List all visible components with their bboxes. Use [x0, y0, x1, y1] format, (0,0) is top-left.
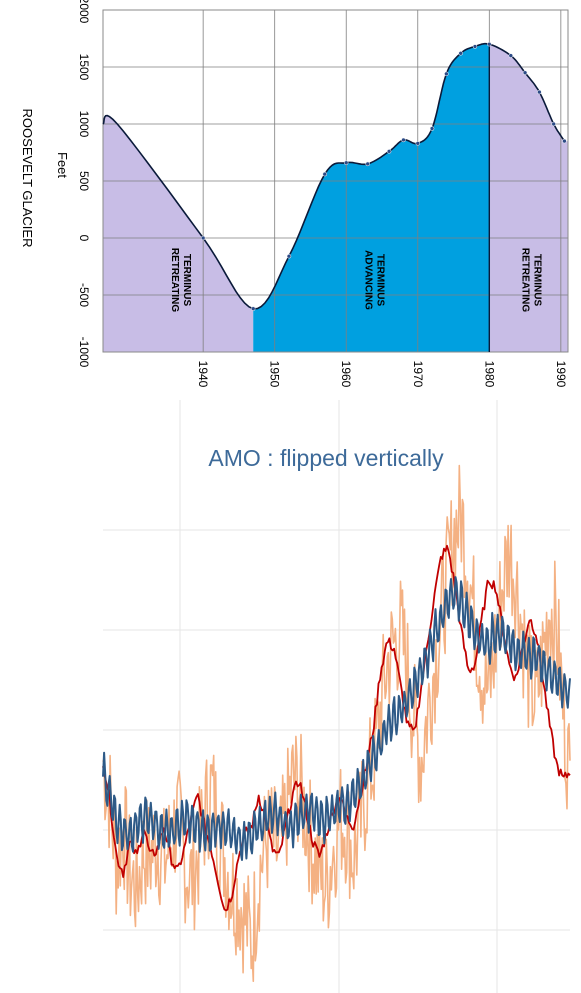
glacier-point: [522, 70, 528, 75]
glacier-region-fill-2: [489, 44, 568, 352]
glacier-point: [472, 44, 478, 49]
glacier-point: [508, 53, 514, 58]
glacier-point: [365, 161, 370, 167]
glacier-x-tick-label: 1970: [411, 361, 425, 388]
amo-chart-title: AMO : flipped vertically: [208, 445, 444, 471]
glacier-point: [429, 126, 435, 131]
glacier-x-tick-labels: 1940 1950 1960 1970 1980 1990: [196, 361, 568, 388]
glacier-point: [322, 171, 328, 177]
glacier-plot-frame: [102, 9, 569, 353]
glacier-region-label-line1: TERMINUS: [374, 254, 385, 307]
glacier-point: [386, 149, 392, 154]
glacier-point: [551, 121, 556, 127]
amo-gridlines: [103, 400, 570, 993]
glacier-region-fill-0: [103, 115, 254, 352]
glacier-region-label-line2: RETREATING: [169, 248, 180, 312]
glacier-x-tick-label: 1950: [268, 361, 282, 388]
glacier-y-tick-label: 2000: [77, 0, 91, 24]
glacier-y-axis-units: Feet: [55, 152, 70, 178]
glacier-y-tick-label: 0: [77, 235, 91, 242]
glacier-point: [537, 89, 542, 95]
glacier-point: [286, 253, 292, 259]
glacier-point: [562, 138, 567, 144]
glacier-x-tick-label: 1960: [339, 361, 353, 388]
glacier-y-tick-label: -1000: [77, 337, 91, 368]
glacier-y-tick-labels: 2000 1500 1000 500 0 -500 -1000: [77, 0, 91, 368]
glacier-y-axis-title: ROOSEVELT GLACIER: [20, 109, 35, 248]
glacier-y-tick-label: 1000: [77, 111, 91, 138]
glacier-point: [415, 141, 421, 146]
amo-chart: AMO : flipped vertically: [102, 400, 571, 993]
glacier-point: [458, 51, 463, 56]
amo-series: [102, 464, 571, 982]
glacier-y-tick-label: -500: [77, 283, 91, 307]
glacier-y-tick-label: 1500: [77, 54, 91, 81]
glacier-region-fill-1: [253, 43, 490, 352]
glacier-points: [200, 41, 567, 311]
glacier-region-label-line2: RETREATING: [520, 248, 531, 312]
glacier-region-label-line1: TERMINUS: [181, 254, 192, 307]
amo-series-line-0: [102, 464, 571, 982]
glacier-y-tick-label: 500: [77, 171, 91, 191]
glacier-gridlines: [102, 9, 569, 353]
glacier-point: [343, 160, 349, 166]
glacier-point: [250, 306, 256, 311]
glacier-x-tick-label: 1990: [554, 361, 568, 388]
amo-series-line-2: [102, 576, 571, 861]
glacier-point: [487, 41, 492, 47]
glacier-region-label-line1: TERMINUS: [532, 254, 543, 307]
glacier-point: [200, 235, 206, 241]
glacier-regions: [103, 43, 568, 352]
glacier-region-label-line2: ADVANCING: [362, 250, 373, 310]
glacier-x-tick-label: 1980: [482, 361, 496, 388]
glacier-point: [444, 71, 449, 77]
glacier-x-tick-label: 1940: [196, 361, 210, 388]
glacier-point: [401, 137, 406, 143]
